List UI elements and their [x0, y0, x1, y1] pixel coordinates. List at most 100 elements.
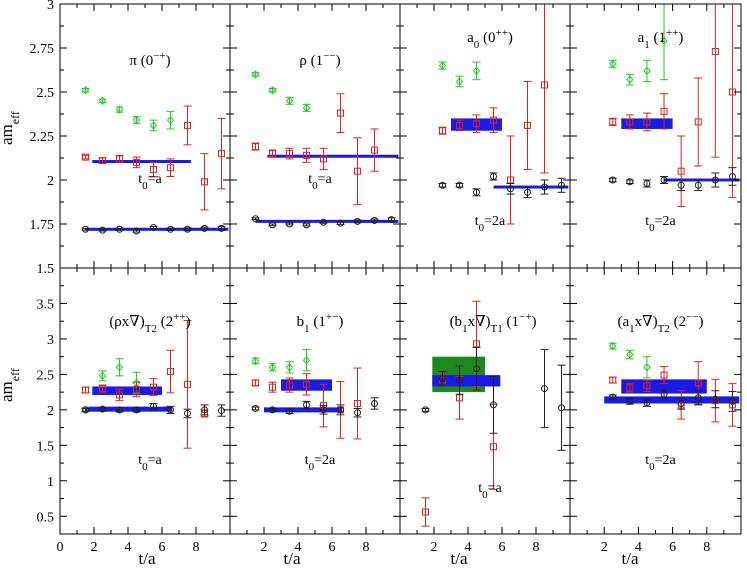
panel-label-label-mid: (0: [479, 30, 495, 46]
black-point-0: [251, 215, 260, 223]
red-marker: [694, 379, 702, 387]
red-point-4: [149, 378, 158, 397]
x-tick-label: 8: [703, 540, 710, 555]
panel-0: π (0−+) t0=a: [59, 3, 231, 269]
black-marker: [201, 224, 208, 232]
black-marker: [286, 220, 293, 228]
panel-label: π (0−+): [129, 50, 170, 69]
panel-t0-label: t0=2a: [305, 453, 336, 473]
black-point-4: [149, 224, 158, 232]
red-marker: [184, 380, 191, 388]
black-marker: [371, 216, 378, 224]
panel-label: ρ (1−−): [299, 50, 340, 69]
panel-t0-t0-tail: =2a: [655, 214, 677, 229]
red-point-0: [251, 142, 260, 151]
black-point-0: [81, 225, 90, 233]
black-point-7: [728, 390, 737, 412]
black-point-1: [625, 178, 634, 186]
panel-label-label-sup: ++: [173, 311, 185, 323]
top-tick-label: 2.75: [30, 42, 55, 57]
red-marker: [184, 121, 191, 129]
red-marker: [218, 150, 225, 158]
green-marker: [81, 85, 90, 95]
black-marker: [218, 407, 225, 415]
red-marker: [150, 383, 157, 391]
black-point-5: [166, 225, 175, 233]
panel-plot-area: [81, 319, 226, 449]
panel-plot-area: [604, 341, 740, 427]
top-tick-label: 1.75: [30, 218, 55, 233]
panel-t0-t0-sub: 0: [309, 461, 315, 473]
panel-label-label: ρ (1: [299, 53, 323, 69]
green-point-2: [642, 59, 651, 82]
panel-t0-label: t0=a: [308, 172, 332, 192]
panel-plot-area: [608, 4, 740, 207]
panel-6: (b1x∇)T1 (1−+) t0=a: [399, 267, 571, 535]
x-tick-label: 6: [669, 540, 676, 555]
red-marker: [167, 164, 174, 172]
black-point-7: [200, 404, 209, 416]
black-point-2: [285, 407, 294, 415]
black-point-7: [728, 167, 737, 186]
green-marker: [268, 85, 277, 95]
black-marker: [660, 390, 668, 398]
black-marker: [82, 406, 89, 414]
green-marker: [643, 363, 651, 372]
red-point-2: [472, 114, 481, 133]
red-marker: [422, 508, 429, 516]
black-marker: [218, 224, 225, 232]
red-marker: [371, 146, 378, 154]
panel-4: (ρx∇)T2 (2++) t0=a: [59, 267, 231, 535]
red-point-4: [677, 135, 686, 207]
panel-label-label-sub: 1: [304, 323, 310, 335]
black-point-0: [81, 406, 90, 414]
green-point-1: [98, 370, 107, 382]
red-point-2: [642, 112, 651, 132]
red-point-5: [336, 93, 345, 133]
green-point-0: [608, 59, 617, 69]
black-marker: [558, 404, 565, 412]
green-marker: [98, 96, 107, 106]
black-point-6: [353, 407, 362, 418]
red-marker: [677, 167, 685, 175]
red-marker: [694, 118, 702, 126]
black-point-5: [336, 219, 345, 227]
black-point-1: [268, 406, 277, 414]
black-marker: [643, 399, 651, 407]
black-point-4: [319, 405, 328, 415]
red-marker: [609, 118, 617, 126]
green-point-0: [251, 70, 260, 79]
panel-label-label: a: [467, 30, 474, 46]
panel-plot-area: [251, 349, 379, 440]
black-point-4: [489, 376, 498, 434]
panel-label: (ρx∇)T2 (2++): [109, 311, 190, 335]
black-point-7: [200, 224, 209, 232]
black-marker: [252, 404, 259, 412]
black-marker: [609, 393, 617, 401]
black-marker: [711, 395, 719, 403]
black-point-6: [557, 364, 566, 451]
red-point-0: [251, 379, 260, 387]
black-marker: [439, 181, 446, 189]
panel-label-label-sup: −+: [519, 311, 531, 323]
black-marker: [133, 227, 140, 235]
red-marker: [541, 81, 548, 89]
red-point-0: [608, 117, 617, 126]
black-marker: [99, 405, 106, 413]
x-tick-label: 4: [635, 540, 642, 555]
black-point-1: [455, 181, 464, 189]
red-marker: [82, 153, 89, 161]
x-tick-label: 2: [91, 540, 98, 555]
panel-label-label-mid: x∇): [468, 314, 491, 330]
red-point-0: [438, 126, 447, 135]
green-point-0: [81, 85, 90, 95]
black-point-0: [608, 393, 617, 401]
green-point-1: [98, 96, 107, 106]
black-point-2: [285, 220, 294, 228]
black-point-3: [489, 172, 498, 181]
black-point-1: [268, 221, 277, 229]
red-marker: [507, 176, 514, 184]
red-marker: [150, 165, 157, 173]
y-axis-title-bottom: ameff: [0, 368, 22, 402]
